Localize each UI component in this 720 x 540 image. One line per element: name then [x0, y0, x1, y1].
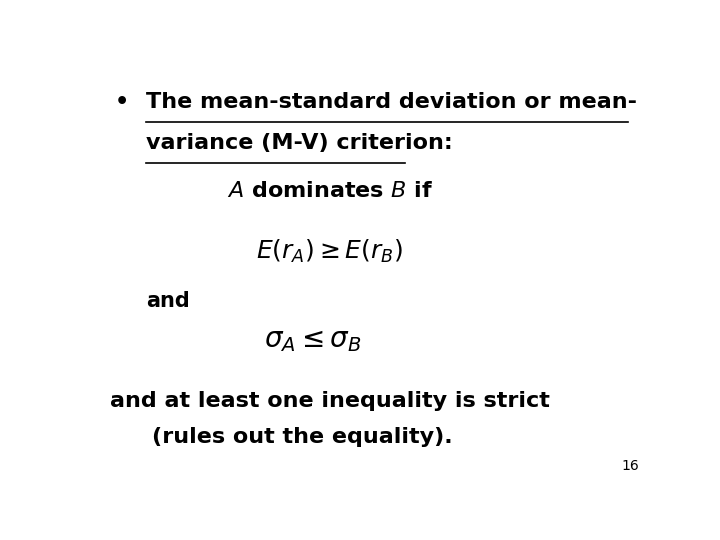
Text: and: and: [145, 292, 189, 312]
Text: The mean-standard deviation or mean-: The mean-standard deviation or mean-: [145, 92, 636, 112]
Text: 16: 16: [622, 459, 639, 473]
Text: (rules out the equality).: (rules out the equality).: [152, 427, 452, 447]
Text: •: •: [115, 92, 130, 112]
Text: and at least one inequality is strict: and at least one inequality is strict: [110, 391, 550, 411]
Text: $E(r_A) \geq E(r_B)$: $E(r_A) \geq E(r_B)$: [256, 238, 403, 265]
Text: $\sigma_A \leq \sigma_B$: $\sigma_A \leq \sigma_B$: [264, 327, 362, 354]
Text: $\mathit{A}$ dominates $\mathit{B}$ if: $\mathit{A}$ dominates $\mathit{B}$ if: [227, 181, 433, 201]
Text: variance (M-V) criterion:: variance (M-V) criterion:: [145, 133, 453, 153]
